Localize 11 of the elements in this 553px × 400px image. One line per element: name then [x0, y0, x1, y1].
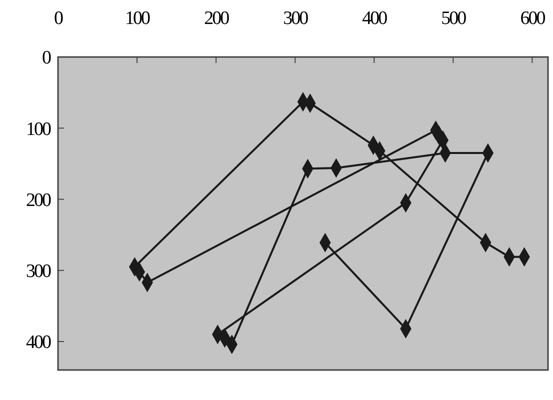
y-tick-label: 400	[26, 332, 51, 354]
x-tick-label: 300	[283, 8, 308, 29]
x-tick-label: 400	[362, 8, 388, 29]
x-tick-label: 200	[204, 8, 230, 29]
y-tick-label: 200	[26, 190, 51, 211]
x-tick-label: 100	[125, 8, 150, 29]
y-tick-label: 100	[26, 118, 51, 140]
x-tick-label: 600	[520, 8, 546, 29]
x-tick-label: 500	[441, 8, 466, 29]
y-tick-label: 300	[26, 261, 51, 282]
y-tick-label: 0	[42, 48, 51, 69]
